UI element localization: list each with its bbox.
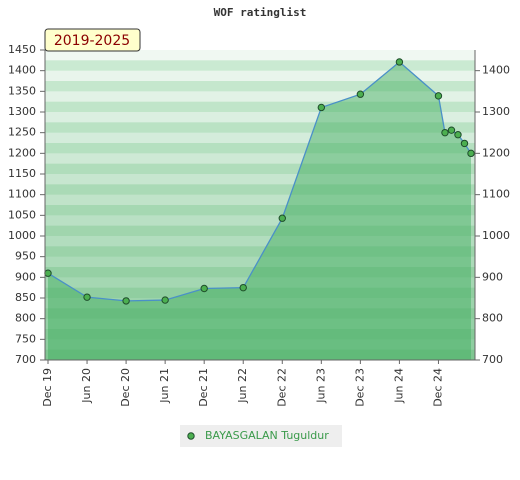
background-stripe [45,122,475,134]
y2-tick-label: 1300 [482,105,510,118]
y2-tick-label: 800 [482,312,503,325]
background-stripe [45,194,475,206]
y-tick-label: 950 [15,250,36,263]
point [200,284,208,293]
x-tick-label: Dec 21 [197,368,210,407]
point [239,283,247,292]
background-stripe [45,287,475,299]
background-stripe [45,50,475,61]
x-tick-label: Jun 22 [236,368,249,404]
x-tick-label: Jun 20 [80,368,93,404]
background-stripe [45,215,475,227]
background-stripe [45,277,475,289]
background-stripe [45,132,475,144]
legend-label: BAYASGALAN Tuguldur [205,429,329,442]
line [47,61,472,302]
y-tick-label: 1450 [8,43,36,56]
point [454,131,462,139]
y-tick-label: 1100 [8,188,36,201]
y2-tick-label: 900 [482,270,503,283]
point [441,128,449,137]
point [317,103,326,112]
point [278,214,286,222]
y2-tick-label: 700 [482,353,503,366]
point [83,293,91,301]
background-stripe [45,329,475,340]
background-stripe [45,153,475,165]
x-tick-label: Dec 19 [41,368,54,407]
badge-box [44,28,141,52]
plot [44,58,475,361]
background-stripe [45,174,475,185]
background-stripe [45,81,475,92]
background-stripe [45,225,475,237]
x-tick-label: Dec 24 [431,368,444,407]
y-tick-label: 700 [15,353,36,366]
y2-tick-label: 1000 [482,229,510,242]
point [161,296,169,304]
y-tick-label: 1150 [8,167,36,180]
area [48,61,471,361]
background-stripe [45,267,475,278]
background-stripe [45,184,475,196]
y-tick-label: 750 [15,332,36,345]
background-stripe [45,112,475,123]
point [460,139,469,148]
y-tick-label: 1200 [8,146,36,159]
background-stripe [45,318,475,330]
background-stripe [45,70,475,82]
background-stripe [45,60,475,72]
y2-tick-label: 1200 [482,146,510,159]
point [447,126,456,134]
background-stripe [45,143,475,154]
legend-box [180,425,342,447]
x-tick-label: Jun 24 [392,368,405,404]
x-tick-label: Dec 20 [119,368,132,407]
y-tick-label: 900 [15,270,36,283]
background-stripe [45,298,475,309]
background-stripe [45,91,475,103]
y2-tick-label: 1100 [482,188,510,201]
y-tick-label: 1350 [8,84,36,97]
y-tick-label: 800 [15,312,36,325]
y-tick-label: 1250 [8,126,36,139]
plot-background [45,50,475,361]
background-stripe [45,205,475,216]
x-tick-label: Dec 23 [353,368,366,407]
background-stripe [45,101,475,113]
x-tick-label: Jun 23 [314,368,327,404]
y-tick-label: 1050 [8,208,36,221]
point [122,297,130,305]
background-stripe [45,236,475,247]
point [395,58,404,66]
point [356,90,365,98]
background-stripe [45,308,475,320]
point [467,149,475,158]
x-tick-label: Dec 22 [275,368,288,407]
y-tick-label: 1400 [8,64,36,77]
point [434,92,443,100]
legend-marker [187,432,195,440]
chart-title: WOF ratinglist [214,6,307,19]
y-tick-label: 1300 [8,105,36,118]
x-tick-label: Jun 21 [158,368,171,404]
background-stripe [45,246,475,258]
badge: 2019-2025 [54,33,130,49]
background-stripe [45,256,475,268]
y2-tick-label: 1400 [482,64,510,77]
background-stripe [45,339,475,351]
point [44,269,52,277]
y-tick-label: 1000 [8,229,36,242]
background-stripe [45,349,475,361]
background-stripe [45,163,475,175]
y-tick-label: 850 [15,291,36,304]
